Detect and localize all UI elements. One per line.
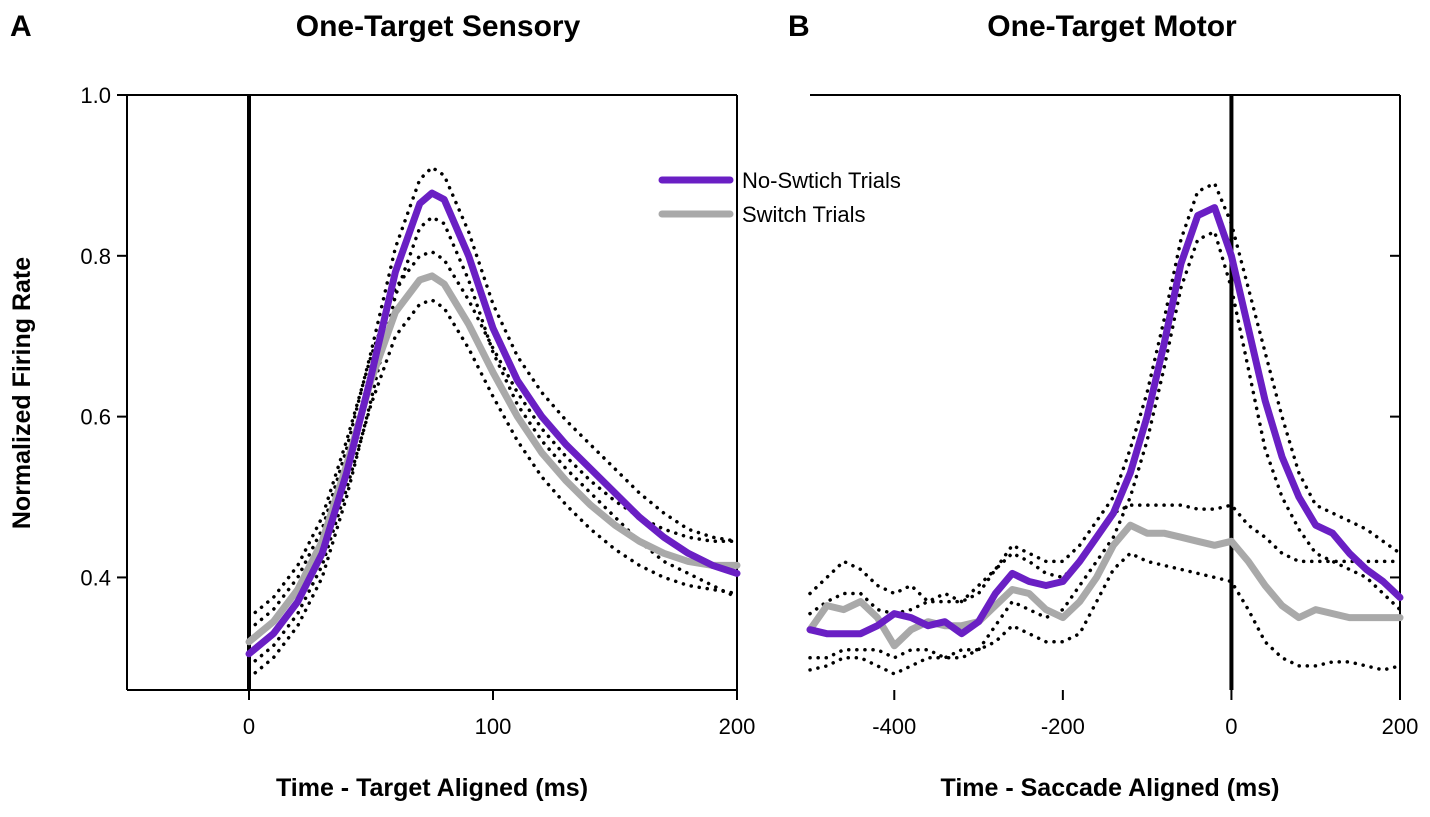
legend-label-no-switch: No-Swtich Trials — [742, 168, 901, 193]
x-axis-label-a: Time - Target Aligned (ms) — [276, 774, 588, 802]
y-tick-label: 0.4 — [80, 565, 111, 590]
ci-line-no-swtich-upper-b — [808, 181, 1402, 604]
y-axis-label: Normalized Firing Rate — [8, 257, 36, 529]
panel-title-a: One-Target Sensory — [296, 10, 581, 43]
panel-letter-a: A — [10, 10, 32, 43]
x-tick-label-b: -200 — [1041, 714, 1085, 739]
ci-line-no-swtich-upper-a — [247, 165, 739, 632]
ci-line-switch-lower-b — [808, 551, 1402, 676]
y-tick-label: 0.6 — [80, 405, 111, 430]
ci-line-no-swtich-lower-a — [247, 215, 739, 680]
x-tick-label-a: 100 — [475, 714, 512, 739]
legend-label-switch: Switch Trials — [742, 202, 865, 227]
x-tick-label-a: 0 — [243, 714, 255, 739]
series-line-no-swtich-trials-a — [245, 189, 741, 658]
panel-title-b: One-Target Motor — [987, 10, 1237, 43]
series-line-switch-trials-b — [806, 521, 1404, 650]
y-tick-label: 0.8 — [80, 244, 111, 269]
x-tick-label-b: 0 — [1225, 714, 1237, 739]
plot-area-b: -400 -200 0 200 — [806, 94, 1419, 739]
x-tick-label-a: 200 — [719, 714, 756, 739]
plot-area-a: 0.4 0.6 0.8 1.0 0 100 200 — [80, 83, 755, 739]
x-axis-label-b: Time - Saccade Aligned (ms) — [941, 774, 1280, 802]
series-line-no-swtich-trials-b — [806, 204, 1404, 638]
panel-letter-b: B — [788, 10, 810, 43]
y-tick-label: 1.0 — [80, 83, 111, 108]
ci-line-no-swtich-lower-b — [808, 229, 1402, 660]
x-tick-label-b: -400 — [872, 714, 916, 739]
x-tick-label-b: 200 — [1382, 714, 1419, 739]
ci-line-switch-lower-a — [247, 298, 739, 668]
